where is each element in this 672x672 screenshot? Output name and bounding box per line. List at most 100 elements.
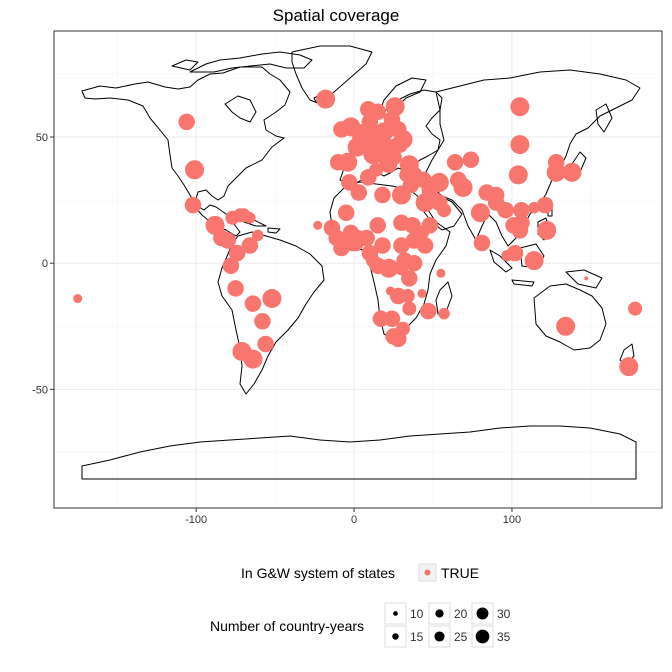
land-australia [533,283,607,351]
data-point [487,186,505,204]
data-point [528,201,540,214]
size-legend-keys: 10 15 20 25 30 35 [384,602,511,648]
data-point [244,295,262,312]
data-point [508,165,528,185]
color-legend-title: In G&W system of states [241,565,395,581]
data-point [390,330,407,348]
data-point [254,312,271,330]
data-point [628,301,643,316]
data-point [470,203,490,223]
data-point [73,294,83,304]
land-antarctica [81,425,637,480]
land-hispaniola [267,227,281,234]
chart-title: Spatial coverage [272,6,400,25]
data-point [360,100,377,118]
land-arctic-islands [189,51,313,73]
land-kamchatka [595,103,613,133]
data-point [369,217,386,234]
data-point [513,201,530,219]
data-point [385,286,395,296]
data-point [184,196,202,214]
data-point [510,97,530,117]
y-tick-label: 0 [42,258,48,270]
data-point [178,113,195,131]
size-legend-label: 30 [497,607,511,621]
data-point [251,229,264,242]
data-point [262,289,282,309]
data-point [453,177,473,197]
land-greenland [291,45,373,105]
data-points [73,89,643,377]
size-legend-dot [392,633,399,640]
data-point [524,251,544,271]
data-point [344,234,361,252]
data-point [417,288,427,298]
data-point [369,141,386,158]
data-point [391,136,409,153]
size-legend: Number of country-years 10 15 20 25 30 35 [210,602,511,648]
data-point [438,307,450,320]
data-point [562,162,582,182]
y-tick-label: 50 [36,132,48,144]
data-point [619,357,639,377]
color-legend-swatch [424,569,431,576]
data-point [513,214,530,232]
data-point [350,184,368,201]
data-point [537,220,557,240]
size-legend-dot [476,607,489,620]
data-point [244,212,256,224]
data-point [358,229,375,247]
plot-panel [54,31,662,508]
size-legend-label: 20 [454,607,468,621]
data-point [546,162,566,182]
data-point [416,237,434,254]
land-hudson-bay [224,95,257,123]
data-point [369,257,386,274]
data-point [584,276,589,281]
data-point [510,135,530,155]
data-point [222,257,240,274]
data-point [497,201,514,219]
size-legend-label: 10 [410,607,424,621]
data-point [437,203,452,218]
color-legend-label: TRUE [441,565,479,581]
x-tick-label: 0 [351,514,357,526]
size-legend-title: Number of country-years [210,618,364,634]
data-point [374,186,391,204]
x-tick-label: -100 [185,514,207,526]
size-legend-dot [434,631,445,642]
data-point [401,270,418,287]
land-north-america [81,66,291,237]
size-legend-dot [393,611,398,616]
data-point [393,237,410,254]
data-point [219,232,236,249]
x-tick-label: 100 [503,514,521,526]
land-java [511,279,535,287]
data-point [374,237,391,254]
land-arctic-islands-2 [171,59,199,71]
size-legend-label: 15 [410,630,424,644]
size-legend-dot [435,609,444,618]
data-point [257,335,274,353]
data-point [420,302,437,320]
data-point [372,310,390,327]
size-legend-label: 35 [497,630,511,644]
data-point [313,220,323,230]
data-point [421,217,439,234]
plot-frame [53,30,663,509]
axes: -100 0 100 50 0 -50 [32,132,521,526]
data-point [227,280,244,297]
data-point [338,152,358,172]
data-point [402,301,417,316]
data-point [243,349,263,369]
data-point [462,151,480,168]
data-point [473,234,491,252]
data-point [536,196,554,214]
data-point [501,249,513,262]
land-new-guinea [565,269,603,289]
size-legend-label: 25 [454,630,468,644]
data-point [556,316,576,336]
land-sumatra [489,249,513,273]
data-point [241,237,259,254]
